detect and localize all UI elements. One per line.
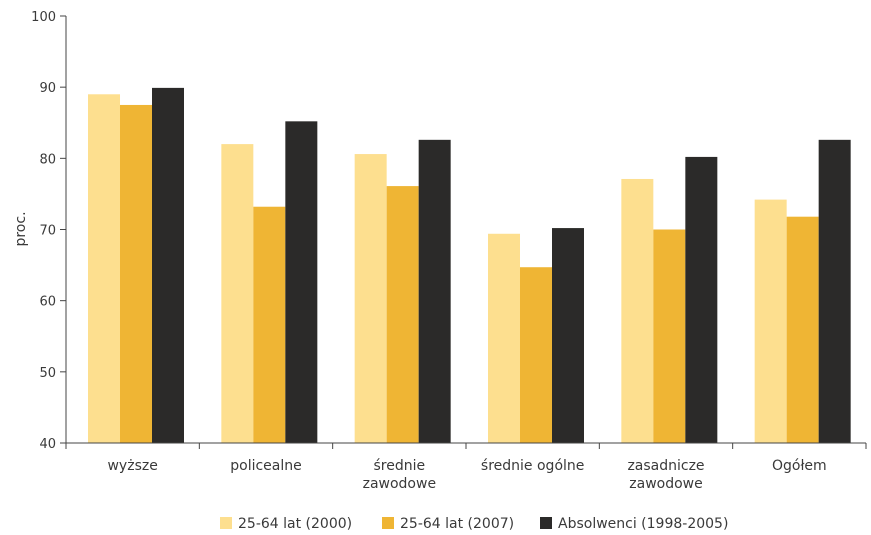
y-tick-label: 70 xyxy=(39,224,56,239)
x-category-label: wyższe xyxy=(107,458,157,474)
y-tick-label: 90 xyxy=(39,81,56,96)
y-tick-label: 80 xyxy=(39,152,56,167)
legend-swatch-1 xyxy=(220,517,232,529)
y-tick-label: 60 xyxy=(39,295,56,310)
bar-series-1-2 xyxy=(354,154,387,443)
x-ticks-group: wyższe policealne średnie zawodowe średnie o… xyxy=(65,443,867,492)
legend-swatch-3 xyxy=(540,517,552,529)
bar-series-2-2 xyxy=(386,186,419,444)
y-axis-label: proc. xyxy=(13,211,29,246)
legend-label-1: 25-64 lat (2000) xyxy=(238,516,352,532)
bar-series-2-3 xyxy=(520,267,552,443)
bar-series-3-2 xyxy=(418,139,451,443)
bar-series-2-0 xyxy=(120,104,152,443)
bar-series-2-4 xyxy=(653,229,686,443)
x-category-label: średnie xyxy=(374,458,426,474)
x-category-label: zawodowe xyxy=(629,476,702,492)
y-ticks-group: 40 50 60 70 80 90 100 xyxy=(31,10,66,452)
bar-series-3-3 xyxy=(552,228,584,443)
legend-label-3: Absolwenci (1998-2005) xyxy=(558,516,728,532)
bar-series-1-4 xyxy=(621,178,654,443)
bar-series-3-1 xyxy=(285,121,318,444)
bar-series-2-1 xyxy=(253,206,286,443)
bars-group xyxy=(88,87,851,444)
x-category-label: zasadnicze xyxy=(627,458,704,474)
bar-series-2-5 xyxy=(786,216,819,443)
x-category-label: średnie ogólne xyxy=(481,458,584,474)
bar-series-3-5 xyxy=(818,139,851,443)
y-tick-label: 100 xyxy=(31,10,56,25)
y-tick-label: 40 xyxy=(39,437,56,452)
x-category-label: zawodowe xyxy=(363,476,436,492)
y-tick-label: 50 xyxy=(39,366,56,381)
legend: 25-64 lat (2000) 25-64 lat (2007) Absolwen… xyxy=(220,516,728,532)
x-category-label: policealne xyxy=(230,458,302,474)
bar-series-3-4 xyxy=(685,156,718,443)
bar-series-1-3 xyxy=(488,233,520,443)
x-category-label: Ogółem xyxy=(772,458,827,474)
legend-swatch-2 xyxy=(382,517,394,529)
bar-series-3-0 xyxy=(152,87,184,444)
bar-series-1-5 xyxy=(754,199,787,443)
bar-series-1-1 xyxy=(221,144,254,443)
legend-label-2: 25-64 lat (2007) xyxy=(400,516,514,532)
bar-series-1-0 xyxy=(88,94,120,444)
